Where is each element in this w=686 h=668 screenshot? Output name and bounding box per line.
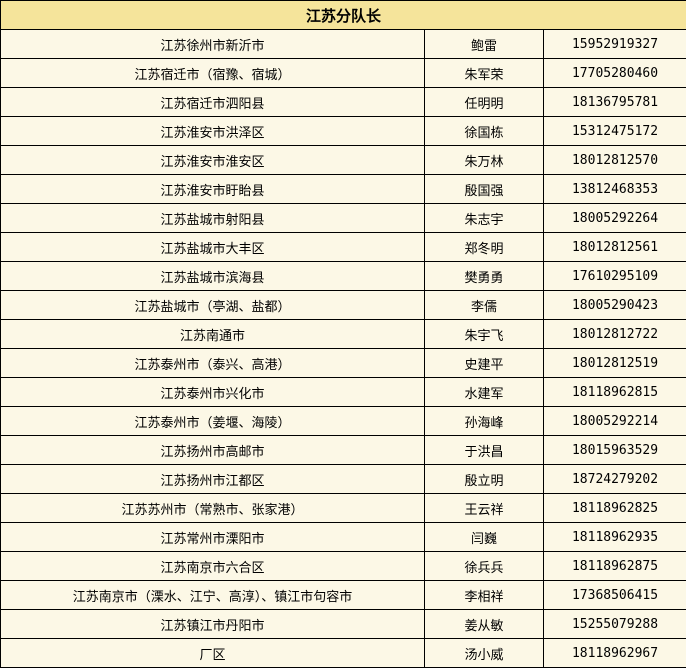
- name-cell: 姜从敏: [424, 609, 544, 639]
- phone-cell: 18136795781: [542, 87, 686, 117]
- area-cell: 江苏宿迁市（宿豫、宿城）: [0, 58, 425, 88]
- name-cell: 水建军: [424, 377, 544, 407]
- area-cell: 江苏盐城市射阳县: [0, 203, 425, 233]
- phone-cell: 18118962825: [542, 493, 686, 523]
- name-cell: 徐国栋: [424, 116, 544, 146]
- table-row: 江苏盐城市滨海县 樊勇勇 17610295109: [0, 261, 686, 291]
- phone-cell: 18118962815: [542, 377, 686, 407]
- table-row: 江苏常州市溧阳市 闫巍 18118962935: [0, 522, 686, 552]
- name-cell: 朱军荣: [424, 58, 544, 88]
- name-cell: 朱志宇: [424, 203, 544, 233]
- table-row: 江苏南京市（溧水、江宁、高淳）、镇江市句容市 李相祥 17368506415: [0, 580, 686, 610]
- table-row: 江苏宿迁市泗阳县 任明明 18136795781: [0, 87, 686, 117]
- area-cell: 江苏淮安市洪泽区: [0, 116, 425, 146]
- phone-cell: 17368506415: [542, 580, 686, 610]
- area-cell: 江苏泰州市（姜堰、海陵）: [0, 406, 425, 436]
- area-cell: 江苏淮安市盱眙县: [0, 174, 425, 204]
- table-row: 江苏淮安市淮安区 朱万林 18012812570: [0, 145, 686, 175]
- table-row: 江苏泰州市（姜堰、海陵） 孙海峰 18005292214: [0, 406, 686, 436]
- name-cell: 徐兵兵: [424, 551, 544, 581]
- name-cell: 朱宇飞: [424, 319, 544, 349]
- name-cell: 于洪昌: [424, 435, 544, 465]
- name-cell: 李相祥: [424, 580, 544, 610]
- area-cell: 江苏扬州市江都区: [0, 464, 425, 494]
- table-row: 厂区 汤小威 18118962967: [0, 638, 686, 668]
- area-cell: 江苏南京市（溧水、江宁、高淳）、镇江市句容市: [0, 580, 425, 610]
- area-cell: 江苏泰州市兴化市: [0, 377, 425, 407]
- phone-cell: 18118962935: [542, 522, 686, 552]
- area-cell: 江苏盐城市大丰区: [0, 232, 425, 262]
- area-cell: 江苏南京市六合区: [0, 551, 425, 581]
- phone-cell: 18005290423: [542, 290, 686, 320]
- name-cell: 史建平: [424, 348, 544, 378]
- area-cell: 江苏徐州市新沂市: [0, 29, 425, 59]
- table-row: 江苏徐州市新沂市 鲍雷 15952919327: [0, 29, 686, 59]
- area-cell: 江苏扬州市高邮市: [0, 435, 425, 465]
- name-cell: 汤小威: [424, 638, 544, 668]
- area-cell: 厂区: [0, 638, 425, 668]
- table-row: 江苏扬州市高邮市 于洪昌 18015963529: [0, 435, 686, 465]
- table-row: 江苏盐城市射阳县 朱志宇 18005292264: [0, 203, 686, 233]
- area-cell: 江苏常州市溧阳市: [0, 522, 425, 552]
- phone-cell: 18012812722: [542, 319, 686, 349]
- table-row: 江苏淮安市洪泽区 徐国栋 15312475172: [0, 116, 686, 146]
- name-cell: 鲍雷: [424, 29, 544, 59]
- area-cell: 江苏淮安市淮安区: [0, 145, 425, 175]
- phone-cell: 18012812519: [542, 348, 686, 378]
- phone-cell: 18012812570: [542, 145, 686, 175]
- name-cell: 王云祥: [424, 493, 544, 523]
- phone-cell: 15312475172: [542, 116, 686, 146]
- name-cell: 孙海峰: [424, 406, 544, 436]
- phone-cell: 13812468353: [542, 174, 686, 204]
- phone-cell: 18012812561: [542, 232, 686, 262]
- name-cell: 李儒: [424, 290, 544, 320]
- name-cell: 殷国强: [424, 174, 544, 204]
- table-row: 江苏扬州市江都区 殷立明 18724279202: [0, 464, 686, 494]
- phone-cell: 15255079288: [542, 609, 686, 639]
- area-cell: 江苏泰州市（泰兴、高港）: [0, 348, 425, 378]
- name-cell: 樊勇勇: [424, 261, 544, 291]
- table-row: 江苏南京市六合区 徐兵兵 18118962875: [0, 551, 686, 581]
- area-cell: 江苏盐城市（亭湖、盐都）: [0, 290, 425, 320]
- table-row: 江苏镇江市丹阳市 姜从敏 15255079288: [0, 609, 686, 639]
- phone-cell: 18005292214: [542, 406, 686, 436]
- area-cell: 江苏苏州市（常熟市、张家港）: [0, 493, 425, 523]
- phone-cell: 18118962967: [542, 638, 686, 668]
- table-title: 江苏分队长: [0, 0, 686, 30]
- area-cell: 江苏宿迁市泗阳县: [0, 87, 425, 117]
- name-cell: 任明明: [424, 87, 544, 117]
- table-body: 江苏徐州市新沂市 鲍雷 15952919327 江苏宿迁市（宿豫、宿城） 朱军荣 1770…: [0, 29, 686, 668]
- area-cell: 江苏镇江市丹阳市: [0, 609, 425, 639]
- phone-cell: 17610295109: [542, 261, 686, 291]
- phone-cell: 18015963529: [542, 435, 686, 465]
- name-cell: 郑冬明: [424, 232, 544, 262]
- table-row: 江苏盐城市大丰区 郑冬明 18012812561: [0, 232, 686, 262]
- phone-cell: 18724279202: [542, 464, 686, 494]
- table-row: 江苏淮安市盱眙县 殷国强 13812468353: [0, 174, 686, 204]
- area-cell: 江苏盐城市滨海县: [0, 261, 425, 291]
- table-row: 江苏泰州市（泰兴、高港） 史建平 18012812519: [0, 348, 686, 378]
- area-cell: 江苏南通市: [0, 319, 425, 349]
- name-cell: 闫巍: [424, 522, 544, 552]
- phone-cell: 15952919327: [542, 29, 686, 59]
- name-cell: 殷立明: [424, 464, 544, 494]
- table-row: 江苏宿迁市（宿豫、宿城） 朱军荣 17705280460: [0, 58, 686, 88]
- phone-cell: 18005292264: [542, 203, 686, 233]
- phone-cell: 18118962875: [542, 551, 686, 581]
- table-row: 江苏南通市 朱宇飞 18012812722: [0, 319, 686, 349]
- table-row: 江苏盐城市（亭湖、盐都） 李儒 18005290423: [0, 290, 686, 320]
- name-cell: 朱万林: [424, 145, 544, 175]
- phone-cell: 17705280460: [542, 58, 686, 88]
- table-row: 江苏苏州市（常熟市、张家港） 王云祥 18118962825: [0, 493, 686, 523]
- table-row: 江苏泰州市兴化市 水建军 18118962815: [0, 377, 686, 407]
